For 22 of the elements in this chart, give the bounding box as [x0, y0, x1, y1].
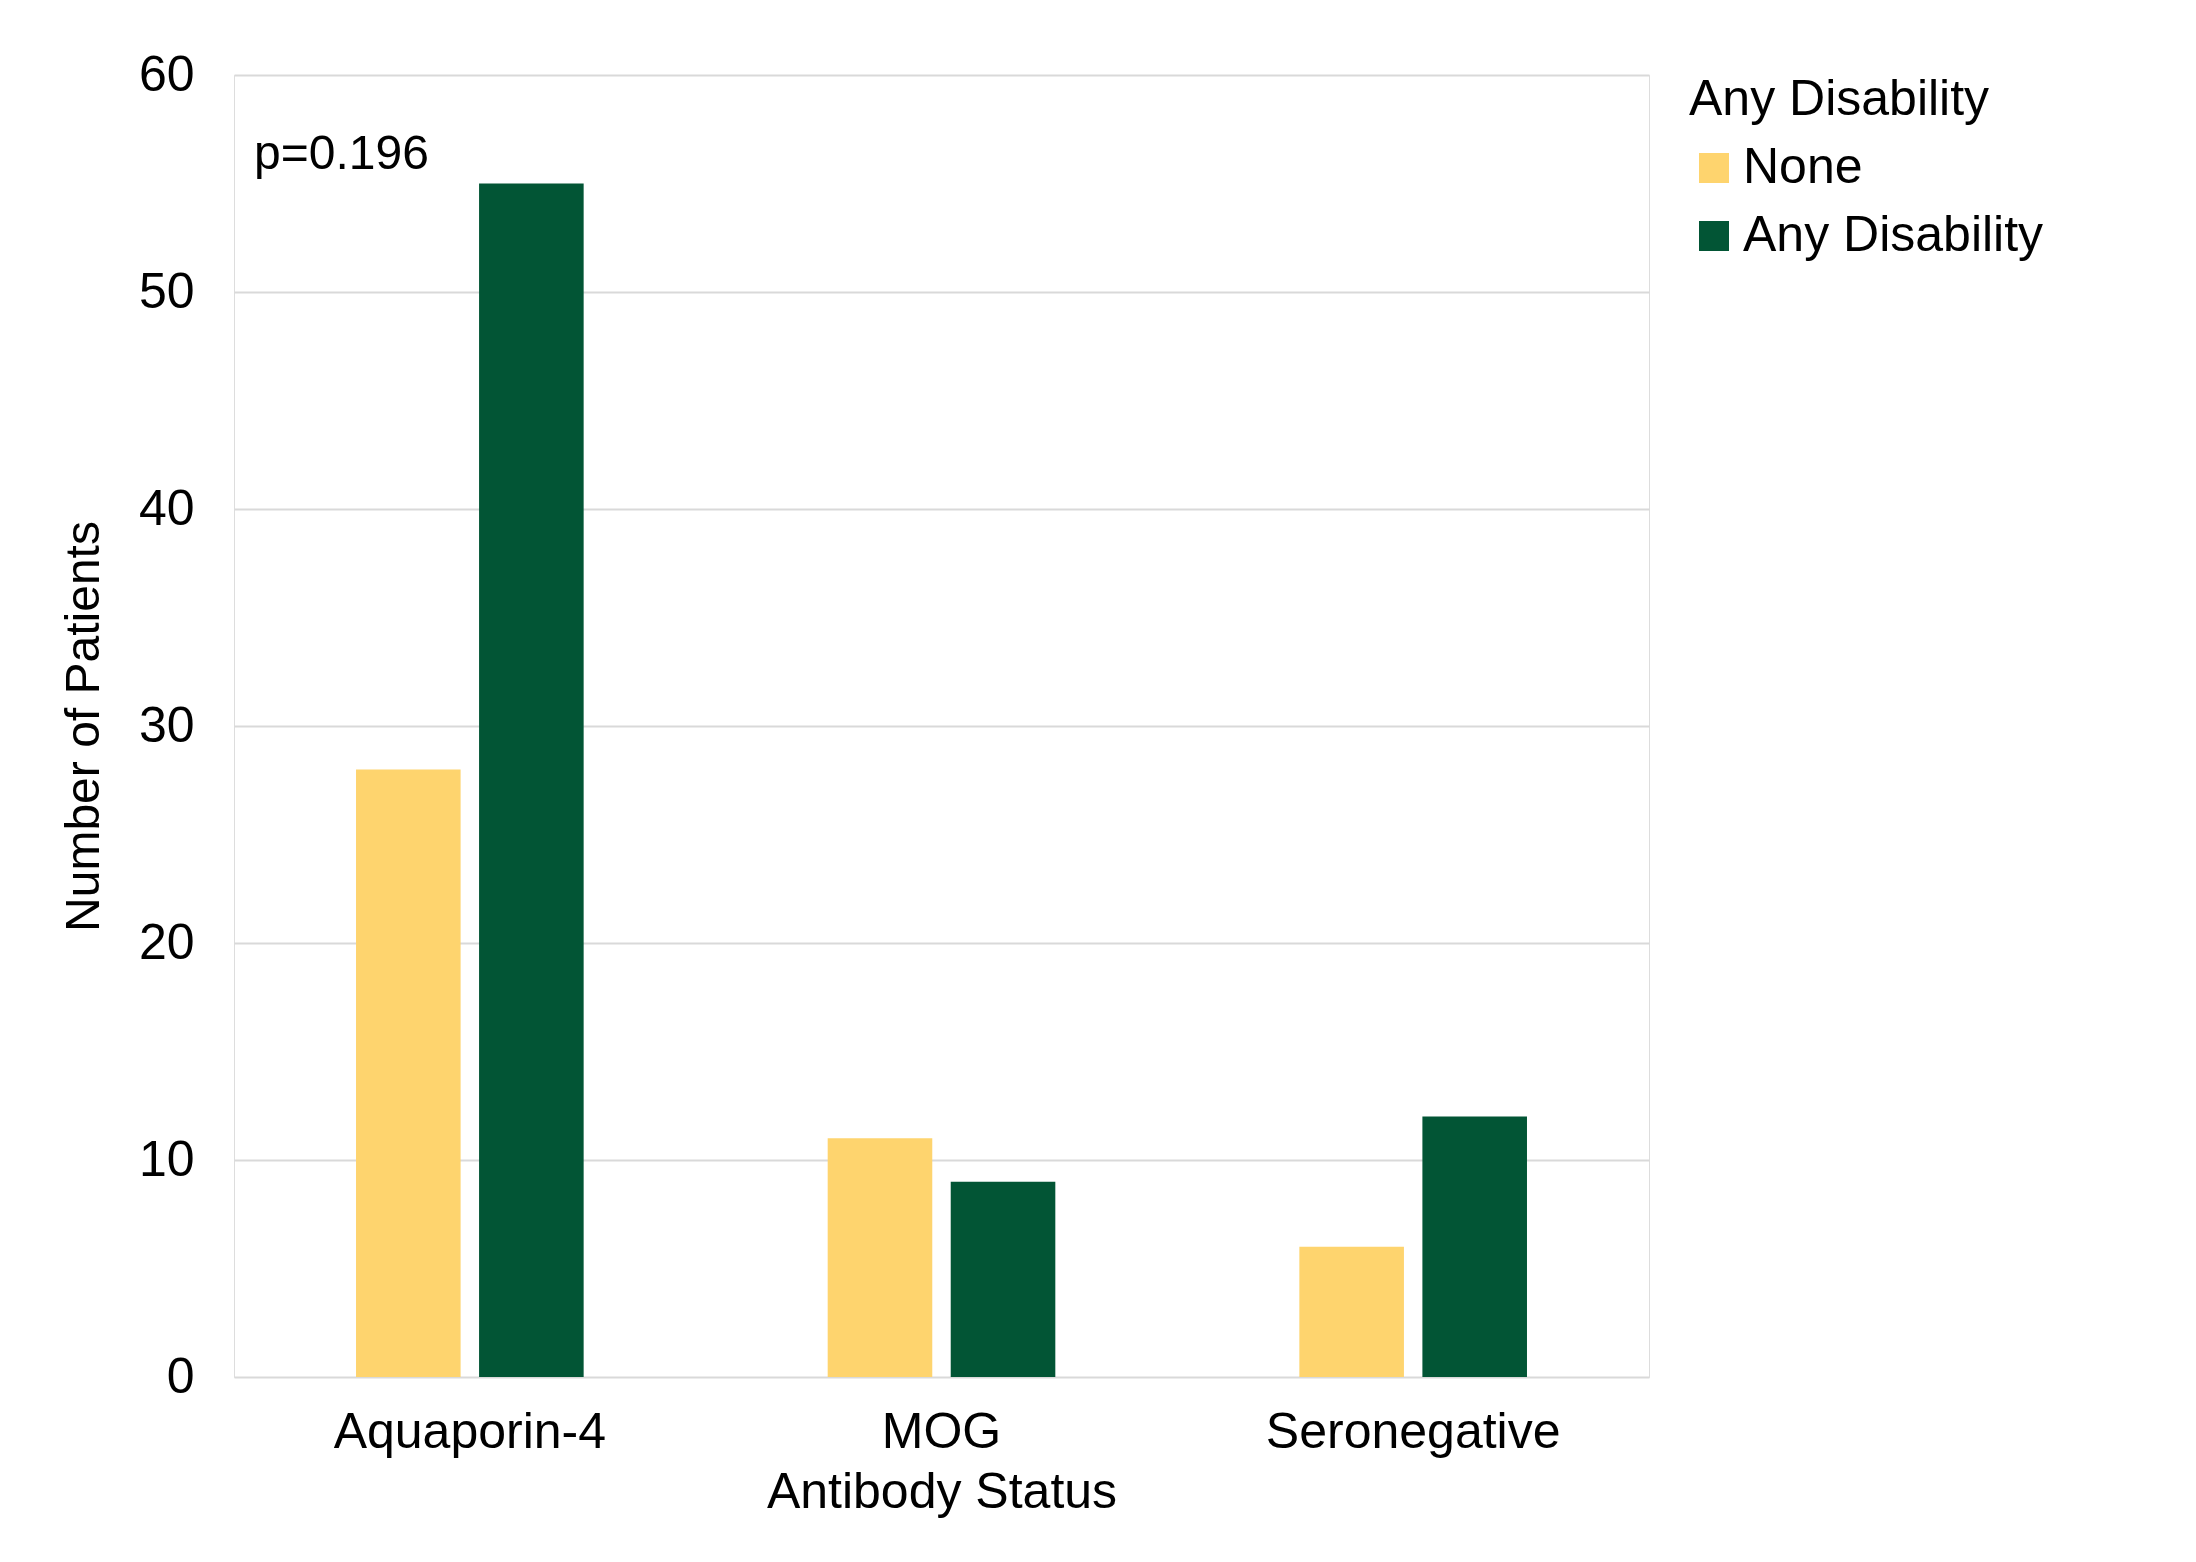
x-tick-label: Seronegative: [1265, 1402, 1561, 1459]
y-axis-title: Number of Patients: [55, 521, 109, 932]
bar: [950, 1181, 1056, 1377]
bar: [479, 183, 584, 1377]
y-tick-label: 10: [138, 1130, 195, 1187]
y-tick-label: 60: [138, 45, 195, 102]
bar: [356, 769, 461, 1377]
y-tick-label: 50: [138, 262, 195, 319]
y-tick-label: 20: [138, 913, 195, 970]
bar: [1422, 1116, 1527, 1377]
legend-label: Any Disability: [1743, 206, 2044, 262]
y-tick-label: 40: [138, 479, 195, 536]
x-axis-title: Antibody Status: [766, 1462, 1118, 1519]
y-tick-label: 30: [138, 696, 195, 753]
x-tick-label: Aquaporin-4: [333, 1402, 607, 1459]
bar: [827, 1138, 933, 1377]
x-tick-label: MOG: [881, 1402, 1002, 1459]
annotation: p=0.196: [254, 126, 429, 179]
y-tick-label: 0: [166, 1347, 195, 1404]
legend-title: Any Disability: [1689, 70, 1990, 126]
bar: [1299, 1246, 1404, 1377]
legend-label: None: [1743, 138, 1863, 194]
